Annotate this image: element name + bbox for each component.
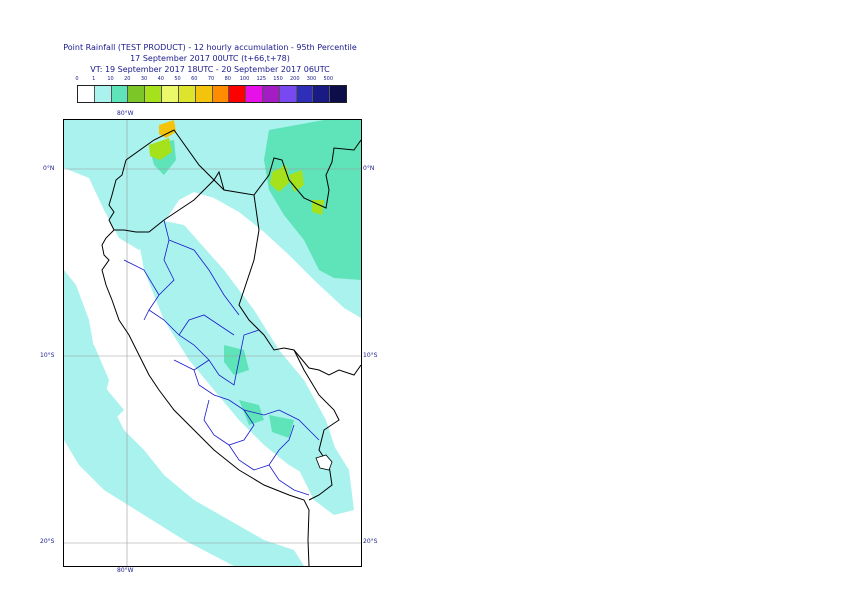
lon-label-top: 80°W [117,110,134,117]
lon-label-bottom: 80°W [117,567,134,574]
legend-threshold-label: 30 [140,76,148,82]
legend-colour-swatch [212,86,230,102]
map-svg [64,120,361,566]
legend-threshold-label: 20 [124,76,131,82]
legend-threshold-label: 500 [323,76,334,82]
legend-colour-swatch [246,86,263,102]
legend-colour-swatch [313,86,331,102]
legend-threshold-label: 300 [306,76,317,82]
legend-colour-swatch [94,86,112,102]
legend-colour-swatch [78,86,95,102]
legend-colour-swatch [229,86,247,102]
legend-threshold-labels: 0 1 10 20 30 40 50 60 70 80 100 125 150 200 300 500 [75,76,347,84]
title-line-2: 17 September 2017 00UTC (t+66,t+78) [130,54,290,63]
colour-legend: 0 1 10 20 30 40 50 60 70 80 100 125 150 200 300 500 [75,76,347,103]
lat-label-left-0: 0°N [43,165,55,172]
rainfall-very-heavy-layer [159,120,176,138]
rainfall-map [63,119,362,567]
legend-threshold-label: 1 [92,76,96,82]
legend-colour-swatch [296,86,314,102]
legend-threshold-label: 125 [256,76,267,82]
region-borders [123,219,320,496]
legend-colour-swatch [330,86,346,102]
legend-threshold-label: 100 [239,76,250,82]
legend-colour-swatch [145,86,163,102]
legend-threshold-label: 70 [207,76,215,82]
legend-threshold-label: 0 [75,76,79,82]
title-line-3: VT: 19 September 2017 18UTC - 20 Septemb… [90,65,330,74]
legend-colour-swatch [279,86,297,102]
legend-colour-swatch [162,86,179,102]
lat-label-right-0: 0°N [363,165,375,172]
legend-colour-swatch [128,86,146,102]
lake-titicaca [315,454,333,471]
legend-colour-swatch [111,86,129,102]
legend-threshold-label: 150 [273,76,283,82]
legend-threshold-label: 50 [174,76,181,82]
legend-threshold-label: 60 [191,76,198,82]
country-borders [101,129,361,566]
chart-title: Point Rainfall (TEST PRODUCT) - 12 hourl… [60,42,360,75]
legend-colour-swatch [178,86,196,102]
lat-label-right-10: 10°S [363,352,378,359]
rainfall-heavy-layer [149,138,324,215]
lat-label-right-20: 20°S [363,538,378,545]
graticule [64,120,361,566]
lat-label-left-20: 20°S [40,538,55,545]
legend-colour-bar [77,85,347,103]
legend-colour-swatch [262,86,280,102]
legend-colour-swatch [195,86,213,102]
legend-threshold-label: 10 [107,76,114,82]
title-line-1: Point Rainfall (TEST PRODUCT) - 12 hourl… [63,43,357,52]
lat-label-left-10: 10°S [40,352,55,359]
legend-threshold-label: 40 [157,76,164,82]
legend-threshold-label: 80 [224,76,231,82]
legend-threshold-label: 200 [289,76,300,82]
